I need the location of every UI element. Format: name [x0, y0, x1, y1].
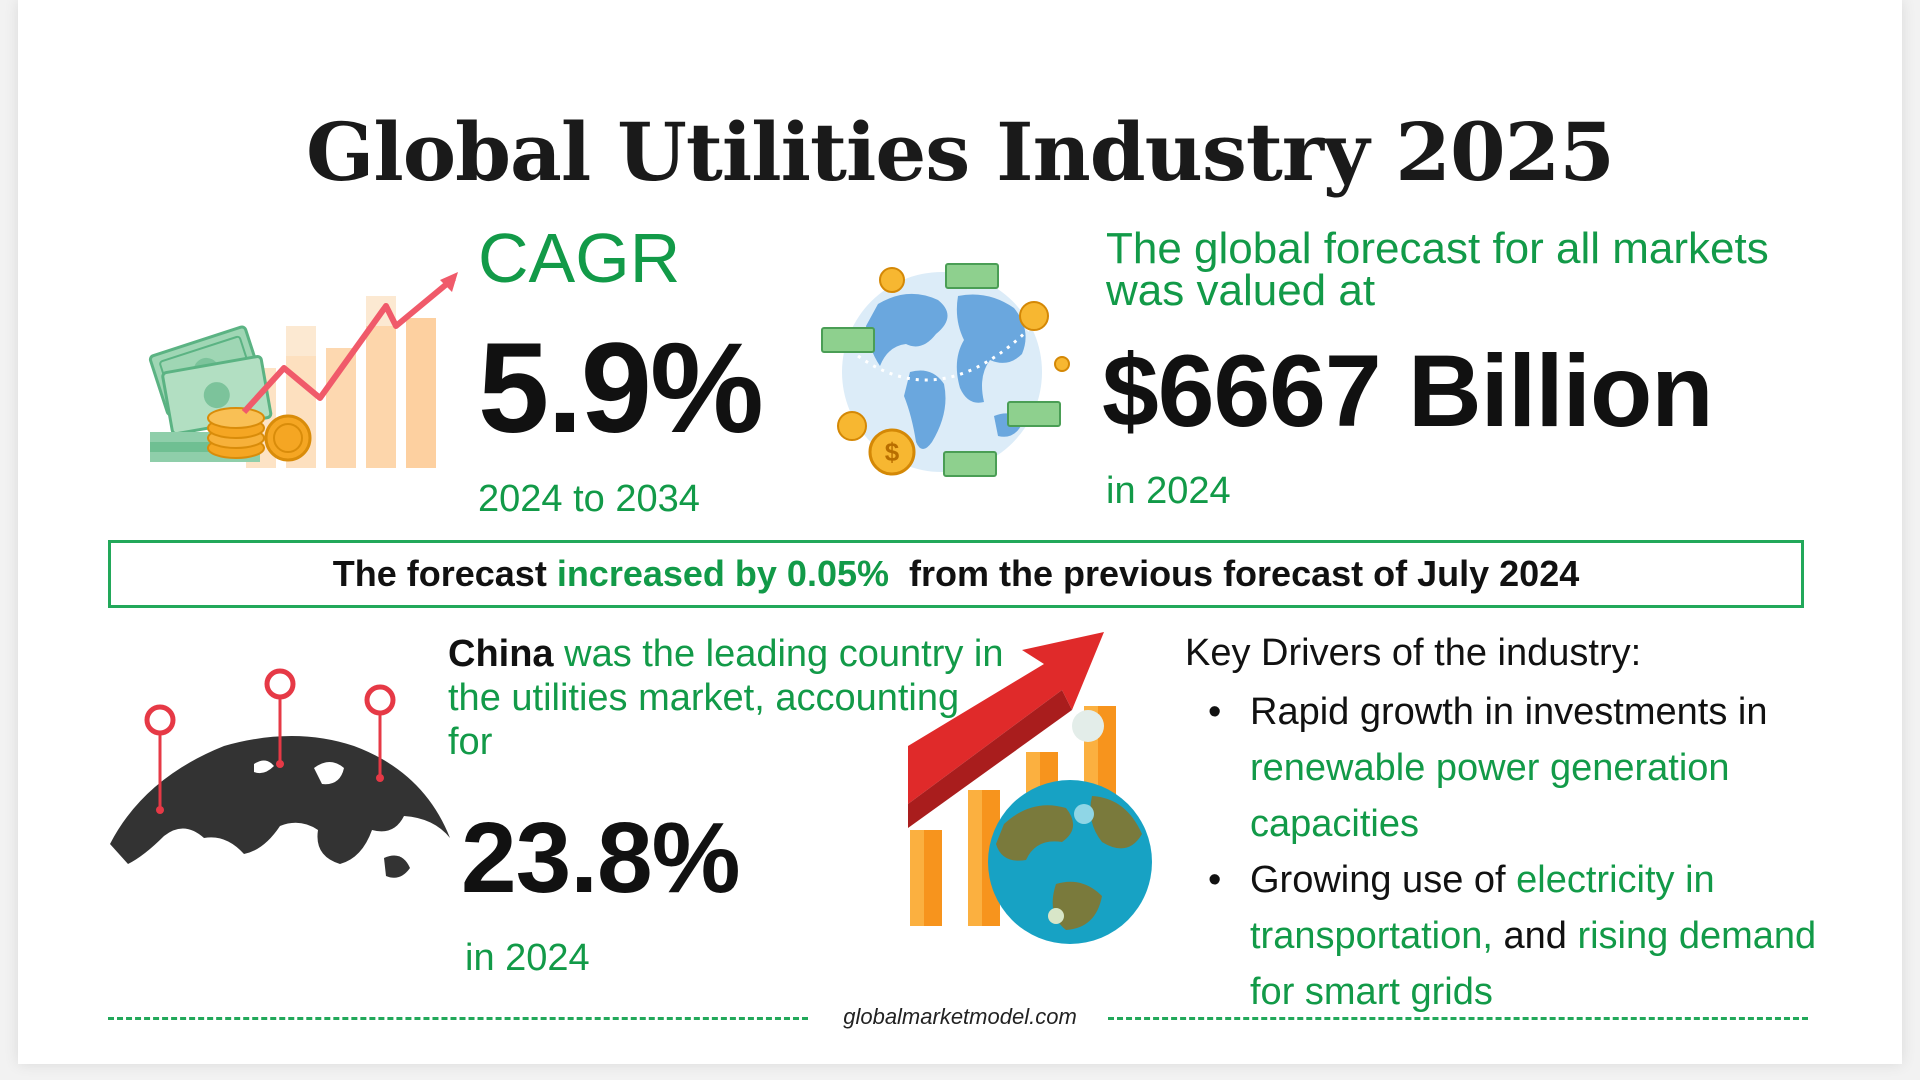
- driver-highlight: electricity in transportation,: [1250, 859, 1715, 957]
- forecast-change-banner: The forecast increased by 0.05% from the…: [108, 540, 1804, 608]
- footer-divider-right: [1108, 1017, 1808, 1020]
- banner-highlight: increased by 0.05%: [556, 553, 890, 594]
- driver-item: • Growing use of electricity in transport…: [1208, 852, 1828, 1020]
- cagr-label: CAGR: [478, 219, 681, 297]
- forecast-value: $6667 Billion: [1102, 334, 1714, 448]
- money-growth-chart-icon: [148, 272, 458, 468]
- cagr-value: 5.9%: [478, 317, 764, 460]
- cagr-period: 2024 to 2034: [478, 478, 700, 520]
- china-leading-text: China was the leading country in the uti…: [448, 632, 1008, 764]
- globe-with-money-icon: $: [821, 263, 1070, 477]
- svg-text:$: $: [885, 437, 900, 467]
- infographic-card: [18, 0, 1902, 1064]
- china-country: China: [448, 633, 554, 675]
- driver-text: Growing use of: [1250, 859, 1517, 901]
- driver-item: • Rapid growth in investments in renewabl…: [1208, 684, 1828, 852]
- driver-highlight: rising demand for smart grids: [1250, 915, 1817, 1013]
- driver-text: and: [1492, 915, 1578, 957]
- bullet: •: [1208, 691, 1222, 733]
- china-year: in 2024: [465, 937, 590, 979]
- world-map-pins-icon: [110, 668, 450, 878]
- forecast-year: in 2024: [1106, 470, 1231, 512]
- page-title: Global Utilities Industry 2025: [306, 105, 1615, 199]
- china-share-value: 23.8%: [461, 802, 741, 914]
- banner-prefix: The forecast: [332, 553, 557, 594]
- driver-text: Rapid growth in investments in: [1250, 691, 1768, 733]
- footer-divider-left: [108, 1017, 808, 1020]
- bullet: •: [1208, 859, 1222, 901]
- drivers-list: • Rapid growth in investments in renewabl…: [1208, 684, 1828, 1020]
- source-link[interactable]: globalmarketmodel.com: [843, 1004, 1077, 1029]
- china-description: was the leading country in the utilities…: [448, 633, 1004, 763]
- forecast-intro: The global forecast for all markets was …: [1106, 224, 1769, 315]
- driver-highlight: renewable power generation capacities: [1250, 747, 1730, 845]
- banner-suffix: from the previous forecast of July 2024: [889, 553, 1580, 594]
- growth-chart-globe-icon: [908, 632, 1152, 944]
- drivers-title: Key Drivers of the industry:: [1185, 632, 1642, 674]
